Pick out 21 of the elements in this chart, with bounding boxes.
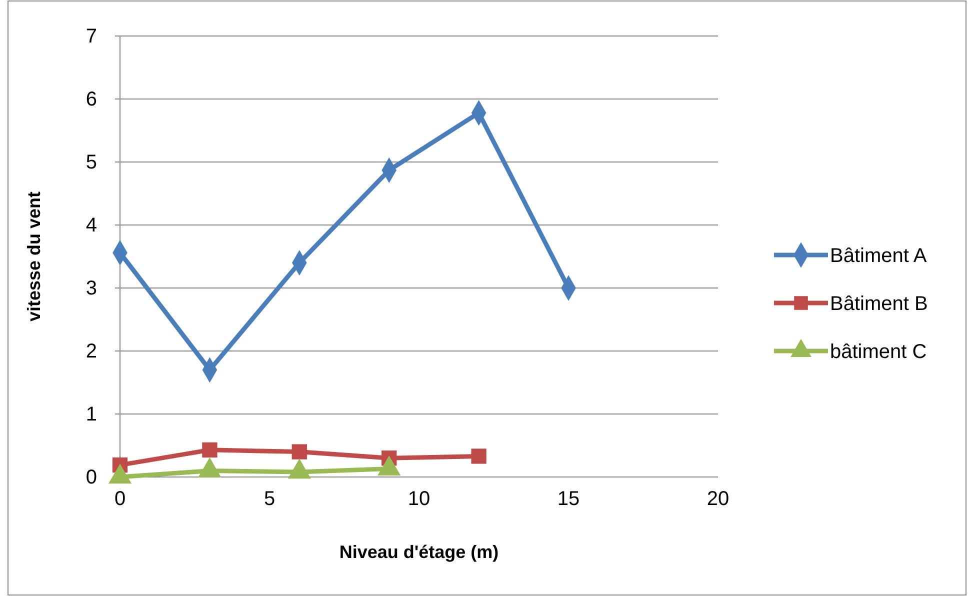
y-tick-label: 6	[86, 88, 97, 110]
y-tick-label: 2	[86, 340, 97, 362]
y-tick-label: 4	[86, 214, 97, 236]
y-axis-title: vitesse du vent	[24, 191, 44, 322]
legend-label: Bâtiment A	[830, 245, 928, 267]
y-tick-label: 1	[86, 403, 97, 426]
legend-label: Bâtiment B	[830, 293, 928, 315]
x-tick-label: 20	[706, 488, 730, 510]
point	[202, 442, 218, 458]
x-tick-label: 10	[408, 488, 430, 510]
y-tick-label: 7	[86, 25, 97, 48]
point	[292, 444, 307, 460]
x-tick-label: 0	[114, 488, 126, 510]
y-tick-label: 5	[86, 151, 97, 174]
x-tick-label: 15	[557, 488, 580, 510]
point	[471, 448, 486, 464]
y-tick-label: 3	[86, 277, 97, 300]
x-axis-title: Niveau d'étage (m)	[339, 542, 499, 562]
y-tick-label: 0	[86, 466, 97, 488]
x-tick-label: 5	[264, 488, 276, 510]
legend-label: bâtiment C	[830, 341, 927, 363]
